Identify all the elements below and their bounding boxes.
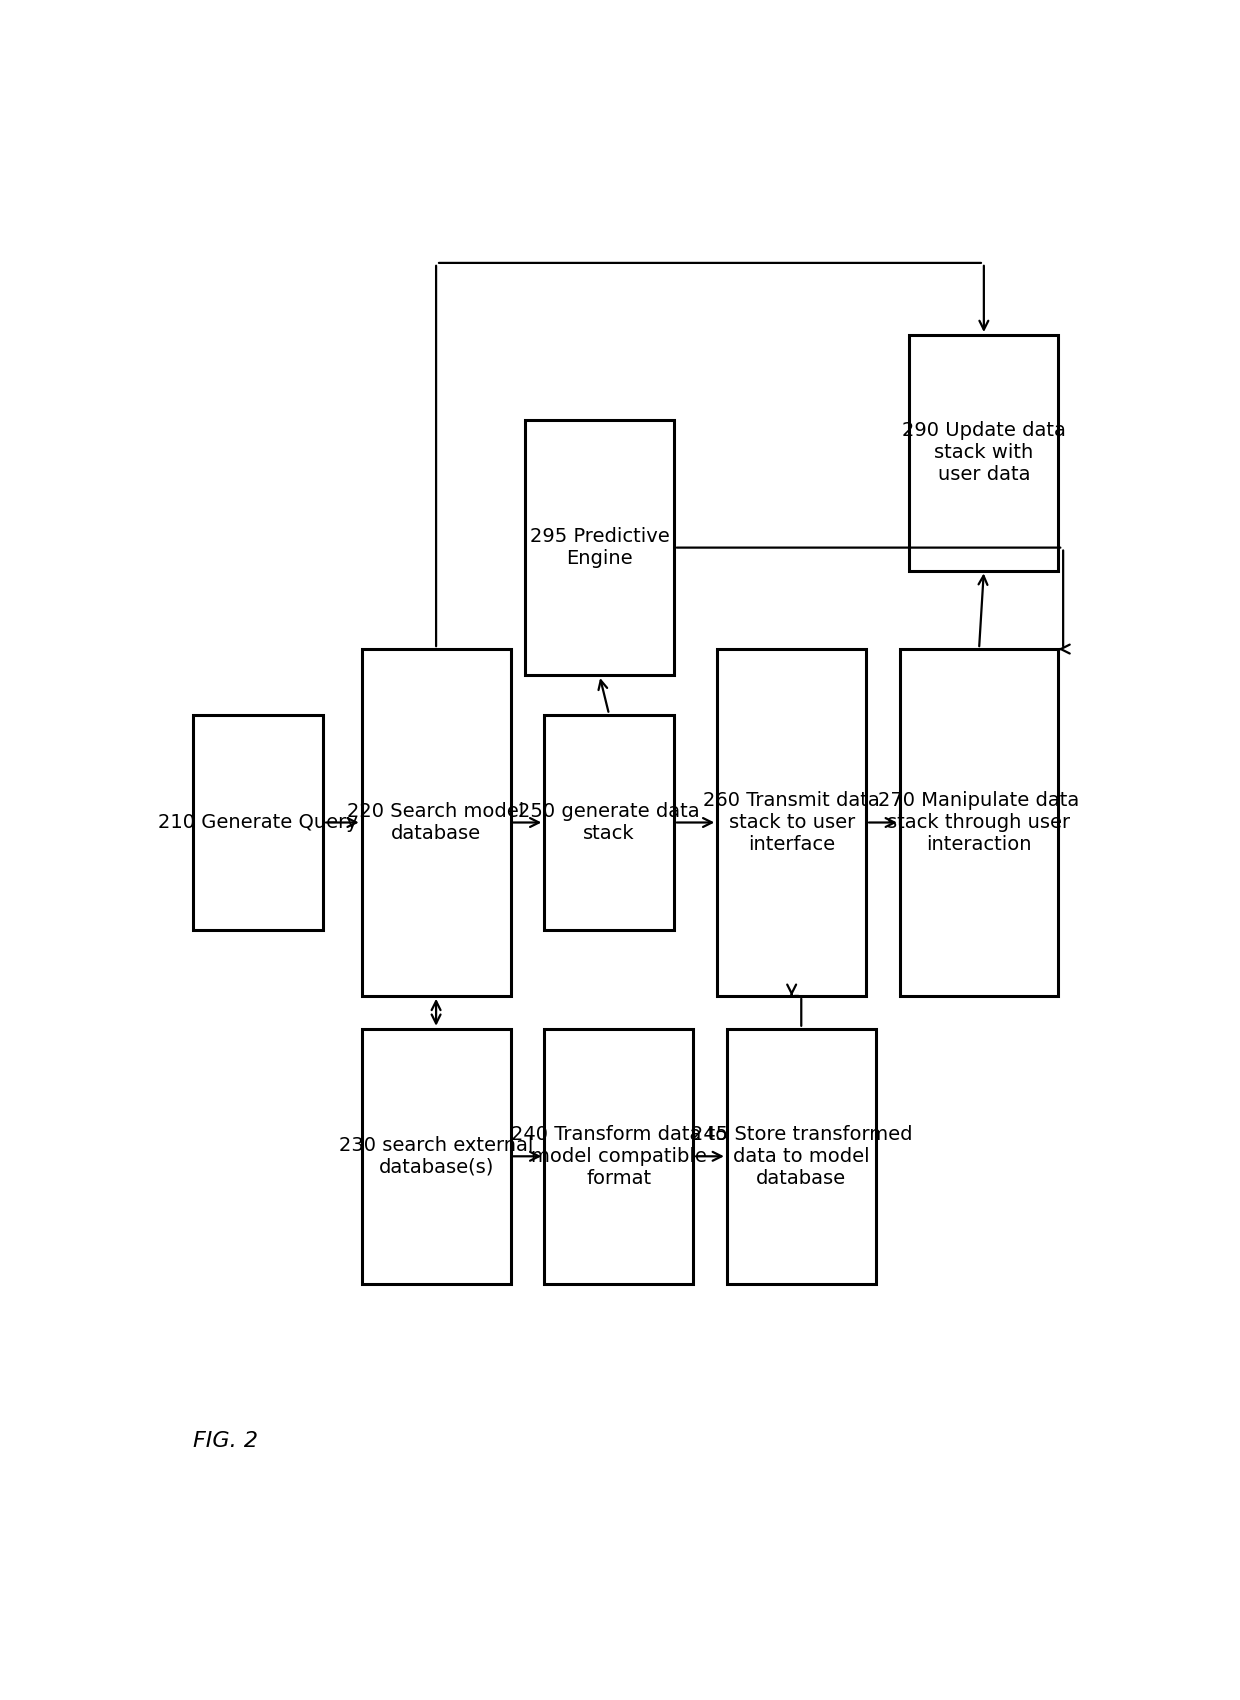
Text: 220 Search model
database: 220 Search model database [347, 802, 525, 843]
Text: FIG. 2: FIG. 2 [193, 1431, 258, 1452]
FancyBboxPatch shape [717, 649, 866, 996]
Text: 290 Update data
stack with
user data: 290 Update data stack with user data [901, 422, 1066, 484]
Text: 270 Manipulate data
stack through user
interaction: 270 Manipulate data stack through user i… [878, 790, 1080, 853]
FancyBboxPatch shape [544, 1028, 693, 1284]
Text: 230 search external
database(s): 230 search external database(s) [339, 1136, 533, 1176]
FancyBboxPatch shape [525, 420, 675, 675]
FancyBboxPatch shape [900, 649, 1059, 996]
Text: 210 Generate Query: 210 Generate Query [159, 813, 358, 831]
Text: 245 Store transformed
data to model
database: 245 Store transformed data to model data… [691, 1125, 913, 1188]
FancyBboxPatch shape [193, 714, 324, 930]
Text: 295 Predictive
Engine: 295 Predictive Engine [529, 527, 670, 568]
FancyBboxPatch shape [909, 335, 1059, 571]
Text: 260 Transmit data
stack to user
interface: 260 Transmit data stack to user interfac… [703, 790, 880, 853]
Text: 240 Transform data to
model compatible
format: 240 Transform data to model compatible f… [511, 1125, 727, 1188]
FancyBboxPatch shape [727, 1028, 875, 1284]
Text: 250 generate data
stack: 250 generate data stack [518, 802, 699, 843]
FancyBboxPatch shape [362, 649, 511, 996]
FancyBboxPatch shape [544, 714, 675, 930]
FancyBboxPatch shape [362, 1028, 511, 1284]
